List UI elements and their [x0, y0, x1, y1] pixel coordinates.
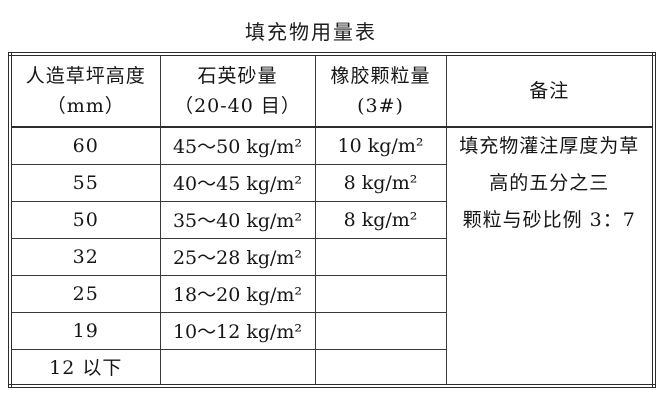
- rubber-amount-cell: 10 kg/m²: [314, 126, 447, 165]
- sand-amount-cell: 35～40 kg/m²: [159, 200, 316, 239]
- turf-height-cell: 55: [9, 163, 161, 202]
- header-turf-height: 人造草坪高度 （mm）: [9, 53, 161, 128]
- header-remark-line1: 备注: [529, 80, 570, 102]
- turf-height-cell: 60: [9, 126, 161, 165]
- header-rubber-granule-line2: (3#): [357, 95, 404, 117]
- header-quartz-sand-line1: 石英砂量: [197, 65, 278, 87]
- rubber-amount-cell: [314, 274, 447, 313]
- turf-height-cell: 25: [9, 274, 161, 313]
- table-row: 50 35～40 kg/m² 8 kg/m²: [9, 200, 654, 239]
- table-row: 12 以下: [9, 348, 654, 387]
- fill-usage-table: 人造草坪高度 （mm） 石英砂量 （20-40 目） 橡胶颗粒量 (3#) 备注…: [8, 52, 656, 388]
- rubber-amount-cell: 8 kg/m²: [314, 200, 447, 239]
- turf-height-cell: 50: [9, 200, 161, 239]
- sand-amount-cell: [159, 348, 316, 387]
- turf-height-cell: 19: [9, 311, 161, 350]
- header-remark: 备注: [445, 53, 655, 128]
- remark-line-1: 填充物灌注厚度为草: [459, 135, 640, 157]
- remark-line-3: 颗粒与砂比例 3：7: [462, 209, 636, 231]
- turf-height-cell: 32: [9, 237, 161, 276]
- table-row: 19 10～12 kg/m²: [9, 311, 654, 350]
- rubber-amount-cell: 8 kg/m²: [314, 163, 447, 202]
- header-rubber-granule-line1: 橡胶颗粒量: [330, 65, 431, 87]
- table-row: 25 18～20 kg/m²: [9, 274, 654, 313]
- rubber-amount-cell: [314, 237, 447, 276]
- sand-amount-cell: 25～28 kg/m²: [159, 237, 316, 276]
- remark-line-2: 高的五分之三: [489, 172, 610, 194]
- header-quartz-sand-line2: （20-40 目）: [174, 95, 301, 117]
- header-quartz-sand: 石英砂量 （20-40 目）: [159, 53, 316, 128]
- header-rubber-granule: 橡胶颗粒量 (3#): [314, 53, 447, 128]
- table-row: 55 40～45 kg/m² 8 kg/m²: [9, 163, 654, 202]
- header-row: 人造草坪高度 （mm） 石英砂量 （20-40 目） 橡胶颗粒量 (3#) 备注: [9, 53, 655, 128]
- header-turf-height-line2: （mm）: [46, 95, 125, 117]
- sand-amount-cell: 40～45 kg/m²: [159, 163, 316, 202]
- sand-amount-cell: 45～50 kg/m²: [159, 126, 316, 165]
- header-turf-height-line1: 人造草坪高度: [25, 65, 146, 87]
- table-row: 60 45～50 kg/m² 10 kg/m² 填充物灌注厚度为草 高的五分之三…: [9, 126, 655, 387]
- rubber-amount-cell: [314, 348, 447, 387]
- table-row: 32 25～28 kg/m²: [9, 237, 654, 276]
- turf-height-cell: 12 以下: [9, 348, 161, 387]
- sand-amount-cell: 10～12 kg/m²: [159, 311, 316, 350]
- sand-amount-cell: 18～20 kg/m²: [159, 274, 316, 313]
- remark-cell: 填充物灌注厚度为草 高的五分之三 颗粒与砂比例 3：7: [445, 126, 655, 387]
- table-title: 填充物用量表: [245, 20, 377, 44]
- rubber-amount-cell: [314, 311, 447, 350]
